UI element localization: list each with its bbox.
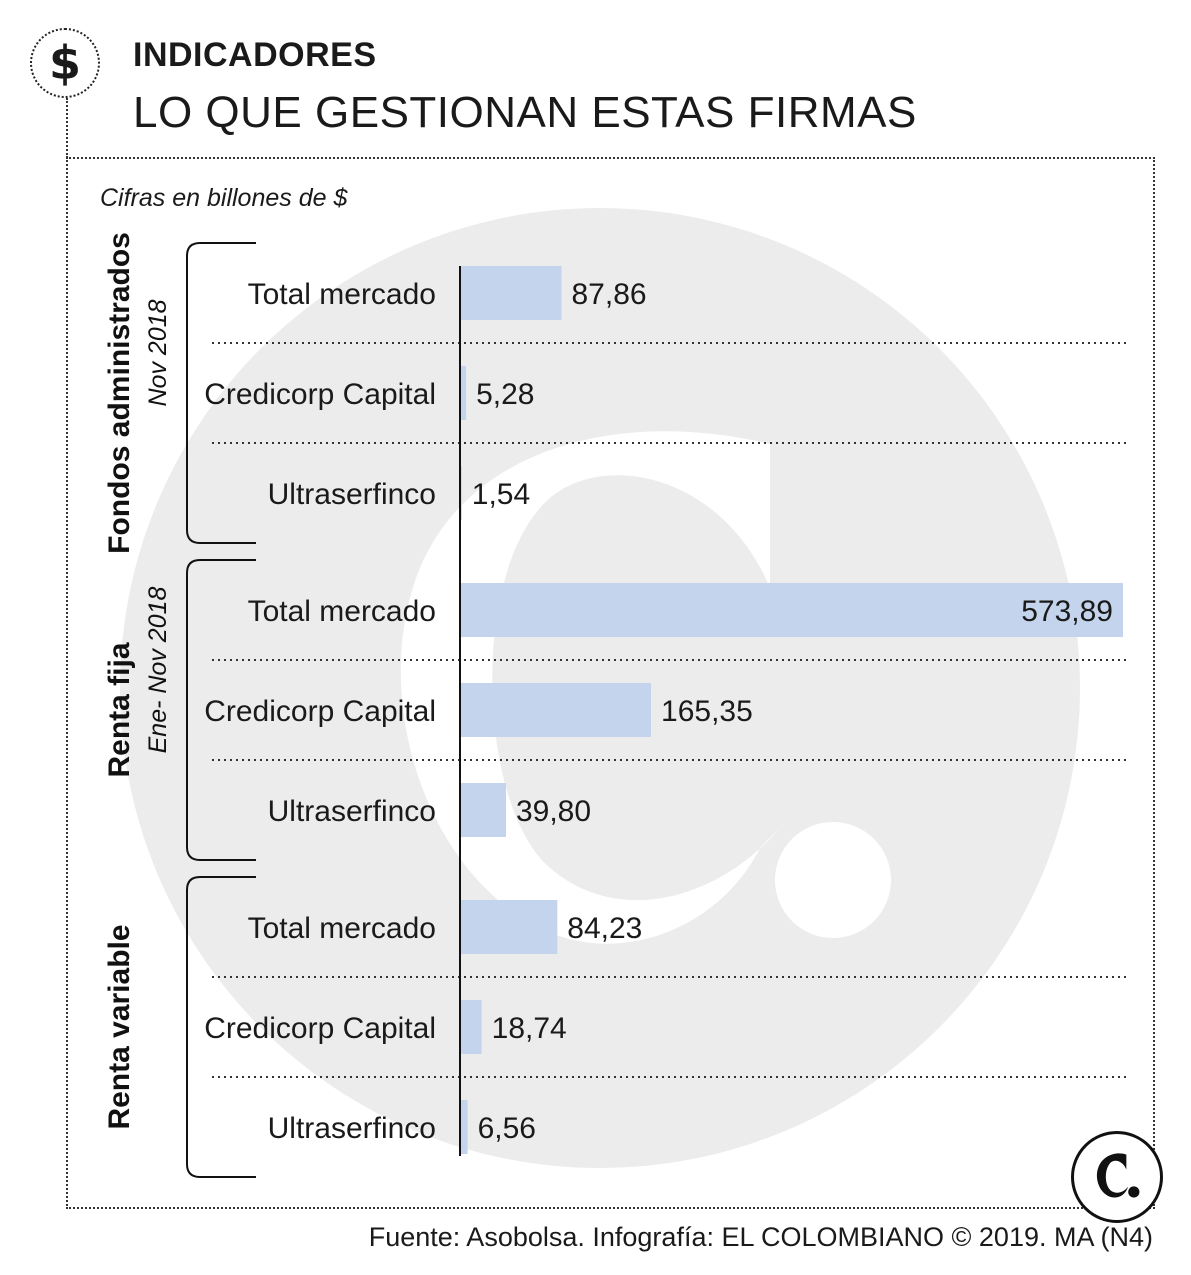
header-connector-line xyxy=(66,98,68,158)
value-label: 6,56 xyxy=(478,1112,536,1145)
bar xyxy=(460,783,506,837)
watermark-dot xyxy=(775,822,891,938)
category-label: Credicorp Capital xyxy=(204,378,436,411)
value-label: 5,28 xyxy=(476,378,534,411)
el-colombiano-logo xyxy=(1071,1131,1163,1223)
logo-letter-c xyxy=(1096,1153,1129,1198)
dollar-icon: $ xyxy=(30,28,100,98)
units-note: Cifras en billones de $ xyxy=(100,184,348,212)
bar xyxy=(460,1100,468,1154)
dollar-glyph: $ xyxy=(48,36,81,90)
value-label: 18,74 xyxy=(492,1012,567,1045)
category-label: Ultraserfinco xyxy=(268,478,436,511)
chart-frame xyxy=(66,157,1155,1209)
category-label: Ultraserfinco xyxy=(268,795,436,828)
value-label: 87,86 xyxy=(572,278,647,311)
group-label: Renta variable xyxy=(103,924,136,1129)
category-label: Total mercado xyxy=(248,595,436,628)
category-label: Total mercado xyxy=(248,912,436,945)
value-label: 84,23 xyxy=(567,912,642,945)
bar xyxy=(460,1000,482,1054)
page-title: LO QUE GESTIONAN ESTAS FIRMAS xyxy=(133,88,917,137)
bar xyxy=(460,366,467,420)
bar xyxy=(460,900,558,954)
category-label: Total mercado xyxy=(248,278,436,311)
logo-dot xyxy=(1128,1186,1140,1198)
category-label: Credicorp Capital xyxy=(204,695,436,728)
bar xyxy=(460,583,1123,637)
group-label: Fondos administrados xyxy=(103,232,136,554)
source-note: Fuente: Asobolsa. Infografía: EL COLOMBI… xyxy=(368,1222,1153,1252)
group-label: Renta fija xyxy=(103,642,136,777)
bar xyxy=(460,683,652,737)
category-label: Ultraserfinco xyxy=(268,1112,436,1145)
value-label: 1,54 xyxy=(472,478,530,511)
category-label: Credicorp Capital xyxy=(204,1012,436,1045)
group-period: Ene- Nov 2018 xyxy=(144,587,172,754)
group-period: Nov 2018 xyxy=(144,299,172,406)
kicker: INDICADORES xyxy=(133,36,377,74)
group-bracket xyxy=(186,559,256,861)
value-label: 165,35 xyxy=(661,695,753,728)
value-label: 573,89 xyxy=(1021,595,1113,628)
group-bracket xyxy=(186,876,256,1178)
group-bracket xyxy=(186,242,256,544)
bar xyxy=(460,266,562,320)
value-label: 39,80 xyxy=(516,795,591,828)
